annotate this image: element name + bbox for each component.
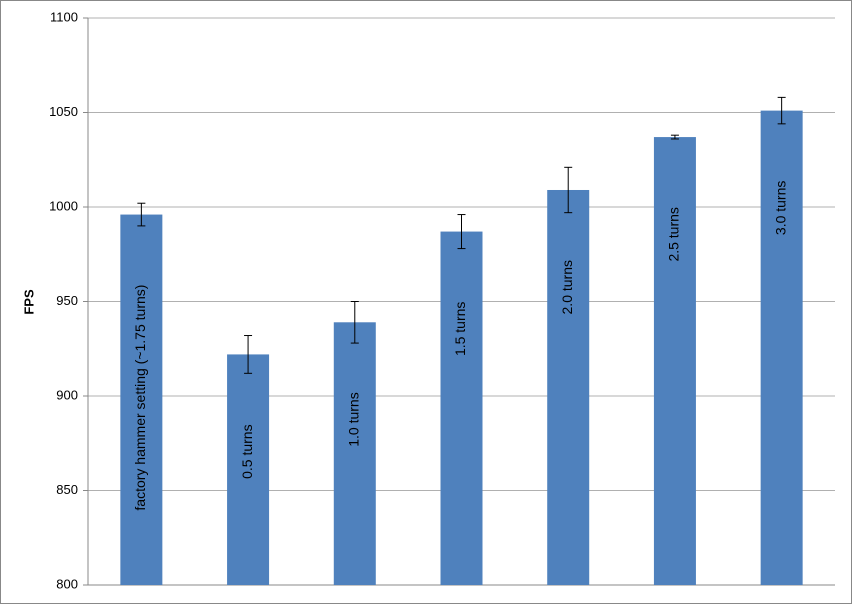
bar-label: factory hammer setting (~1.75 turns) (132, 285, 148, 511)
bar-label: 1.0 turns (345, 392, 361, 446)
y-tick-label: 1050 (49, 104, 78, 119)
bar (760, 110, 803, 586)
y-tick-label: 850 (56, 482, 78, 497)
bar-label: 2.5 turns (666, 207, 682, 261)
bar (440, 231, 483, 585)
bar-label: 1.5 turns (452, 302, 468, 356)
bar-label: 0.5 turns (239, 424, 255, 478)
bar (653, 137, 696, 585)
y-tick-label: 800 (56, 576, 78, 591)
bar (547, 189, 590, 586)
bar (333, 322, 376, 585)
y-axis-label: FPS (21, 289, 36, 315)
bar-label: 2.0 turns (559, 260, 575, 314)
y-tick-label: 1100 (50, 9, 78, 24)
y-tick-label: 950 (56, 293, 78, 308)
bar (120, 214, 163, 585)
y-tick-label: 900 (56, 387, 78, 402)
bar-label: 3.0 turns (772, 181, 788, 235)
bar (227, 354, 270, 585)
y-tick-label: 1000 (49, 198, 78, 213)
